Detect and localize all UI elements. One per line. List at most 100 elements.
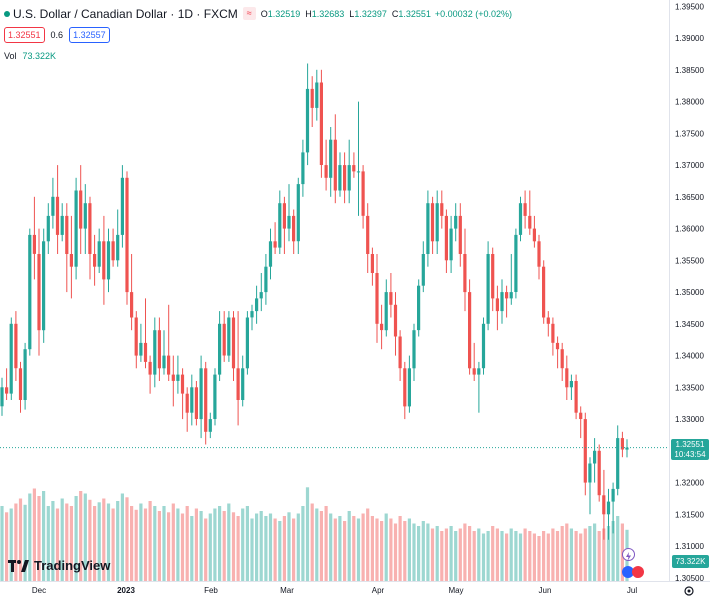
candle	[282, 196, 286, 254]
candle	[42, 228, 46, 343]
candle-body	[268, 241, 273, 267]
candle-body	[250, 311, 254, 318]
flag-icon[interactable]	[622, 566, 634, 578]
volume-bar	[583, 528, 587, 581]
candle-body	[213, 374, 217, 419]
candle-body	[389, 292, 393, 305]
candle	[384, 279, 388, 337]
volume-bar	[255, 513, 259, 581]
volume-bar	[143, 508, 148, 581]
price-scale-label: 1.38000	[675, 98, 704, 107]
volume-bar	[213, 508, 217, 581]
candle	[153, 317, 157, 388]
volume-bar	[542, 531, 546, 581]
symbol-title[interactable]: U.S. Dollar / Canadian Dollar · 1D · FXC…	[13, 6, 238, 21]
candle-body	[55, 196, 60, 235]
price-scale-label: 1.32000	[675, 479, 704, 488]
candle	[481, 317, 486, 375]
settings-gear-icon[interactable]	[683, 584, 695, 596]
candle-body	[477, 368, 481, 375]
candle	[370, 247, 374, 286]
volume-bar	[361, 513, 365, 581]
volume-bars	[0, 487, 629, 582]
high-label: H	[305, 8, 312, 19]
volume-bar	[185, 506, 189, 581]
candle-body	[417, 285, 421, 331]
candle	[148, 355, 152, 394]
candle-body	[116, 234, 120, 261]
volume-bar	[171, 503, 175, 581]
candle	[106, 228, 111, 293]
candle-body	[153, 330, 157, 375]
price-scale-label: 1.37500	[675, 129, 704, 138]
volume-bar	[176, 508, 180, 581]
volume-bar	[505, 533, 509, 581]
volume-bar	[509, 528, 513, 581]
candle	[389, 273, 393, 318]
volume-bar	[180, 513, 185, 581]
candle	[296, 177, 300, 254]
candle-body	[130, 292, 134, 318]
candle-body	[236, 368, 240, 400]
candle-body	[583, 419, 587, 483]
candle	[579, 406, 583, 439]
candle-body	[0, 387, 4, 407]
candle	[495, 285, 499, 331]
candle	[588, 457, 592, 515]
volume-bar	[435, 526, 439, 581]
volume-bar	[338, 516, 342, 581]
candle	[518, 196, 523, 242]
sell-price-button[interactable]: 1.32551	[4, 26, 45, 43]
price-scale-label: 1.35500	[675, 256, 704, 265]
flag-icon-2[interactable]	[632, 566, 644, 578]
volume-bar	[42, 491, 46, 581]
candle-body	[454, 215, 458, 229]
volume-bar	[93, 506, 97, 581]
candle-body	[171, 374, 175, 381]
candle	[315, 69, 319, 121]
candle-body	[264, 266, 268, 293]
volume-bar	[602, 528, 606, 581]
candle	[491, 247, 495, 312]
volume-bar	[384, 513, 388, 581]
candle-body	[208, 419, 212, 432]
candle-body	[398, 336, 402, 369]
candle-body	[282, 203, 286, 229]
candle	[102, 215, 106, 305]
candle-body	[495, 298, 499, 312]
candle-body	[449, 228, 453, 261]
volume-bar	[153, 506, 157, 581]
candle-body	[93, 254, 97, 267]
bid-ask-row: 1.32551 0.6 1.32557	[4, 25, 512, 44]
candle-body	[120, 177, 124, 235]
lightning-icon[interactable]	[622, 548, 635, 561]
volume-bar	[546, 533, 550, 581]
candle	[398, 330, 402, 381]
candle	[338, 152, 342, 197]
volume-bar	[28, 493, 32, 581]
candle	[574, 374, 578, 420]
volume-bar	[60, 498, 64, 581]
volume-bar	[14, 503, 18, 581]
candle-body	[393, 304, 398, 337]
volume-bar	[403, 521, 407, 581]
tradingview-logo[interactable]: TradingView	[8, 558, 110, 573]
volume-bar	[514, 531, 518, 581]
approx-badge-icon[interactable]: ≈	[242, 7, 256, 20]
candle	[5, 368, 9, 400]
candle-body	[259, 292, 263, 299]
candle	[417, 279, 421, 337]
volume-bar	[500, 531, 504, 581]
buy-price-button[interactable]: 1.32557	[69, 26, 110, 43]
candle	[79, 165, 83, 254]
candle-body	[509, 292, 513, 299]
time-axis-label: Feb	[204, 586, 218, 595]
candle	[421, 241, 425, 293]
candle-body	[18, 368, 23, 400]
volume-label[interactable]: Vol	[4, 50, 17, 61]
volume-bar	[120, 493, 124, 581]
candle-body	[292, 215, 296, 242]
candle	[486, 241, 490, 331]
